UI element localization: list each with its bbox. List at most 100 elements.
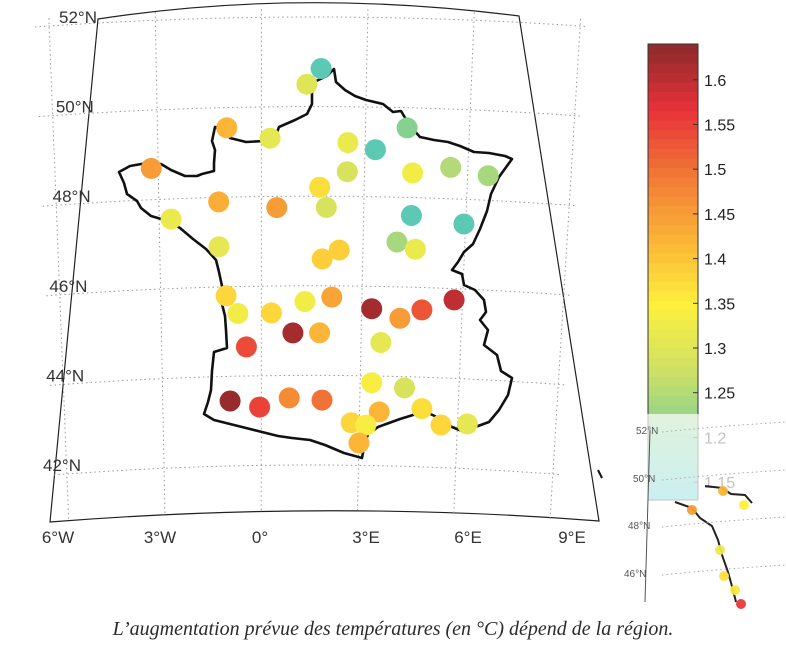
inset-station-marker (730, 585, 740, 595)
colorbar-tick-label: 1.3 (704, 341, 726, 358)
colorbar-segment (648, 177, 698, 188)
station-marker (453, 213, 475, 235)
inset-station-marker (739, 500, 749, 510)
colorbar-segment (648, 310, 698, 321)
colorbar-segment (648, 386, 698, 397)
station-marker (370, 332, 392, 353)
station-marker (386, 231, 408, 253)
station-marker (348, 432, 370, 454)
france-border-path (117, 67, 514, 460)
station-marker (311, 248, 333, 270)
inset-station-marker (736, 599, 746, 609)
station-marker (411, 299, 433, 321)
colorbar-segment (648, 329, 698, 340)
france-outline (117, 67, 603, 479)
station-marker (216, 117, 238, 139)
colorbar-segment (648, 319, 698, 330)
inset-latitude-label: 50°N (633, 474, 655, 485)
colorbar-segment (648, 376, 698, 387)
station-marker (443, 289, 465, 311)
colorbar-segment (648, 234, 698, 245)
station-marker (328, 239, 350, 261)
station-marker (396, 117, 418, 139)
station-marker (219, 390, 241, 412)
graticule-parallel (50, 374, 565, 386)
inset-station-marker (687, 505, 697, 515)
station-marker (311, 389, 333, 411)
colorbar-segment (648, 243, 698, 254)
inset-latitude-label: 48°N (628, 521, 650, 532)
colorbar: 1.151.21.251.31.351.41.451.51.551.6 (647, 43, 735, 501)
station-marker (140, 157, 162, 179)
colorbar-segment (648, 167, 698, 178)
longitude-tick-label: 0° (252, 528, 268, 547)
station-marker (361, 298, 383, 320)
station-marker (400, 205, 422, 226)
colorbar-segment (648, 253, 698, 264)
station-markers (140, 58, 499, 454)
station-marker (368, 401, 390, 423)
colorbar-segment (648, 357, 698, 368)
station-marker (215, 285, 237, 307)
inset-latitude-label: 52°N (636, 426, 658, 437)
colorbar-tick-label: 1.4 (704, 252, 726, 269)
station-marker (294, 291, 316, 312)
station-marker (296, 73, 318, 95)
station-marker (260, 302, 282, 324)
station-marker (208, 191, 230, 213)
latitude-tick-label: 48°N (53, 187, 91, 206)
station-marker (310, 58, 332, 79)
station-marker (337, 132, 359, 154)
colorbar-segment (648, 110, 698, 121)
colorbar-segment (648, 348, 698, 359)
station-marker (430, 414, 452, 436)
graticule-parallel (46, 285, 571, 297)
station-marker (235, 336, 257, 358)
colorbar-segment (648, 44, 698, 55)
colorbar-segment (648, 262, 698, 273)
station-marker (361, 372, 383, 394)
inset-station-marker (719, 571, 729, 581)
colorbar-segment (648, 158, 698, 169)
figure-caption: L’augmentation prévue des températures (… (112, 618, 674, 640)
colorbar-tick-label: 1.6 (704, 73, 726, 90)
station-marker (321, 286, 343, 308)
colorbar-segment (648, 120, 698, 131)
inset-lat-labels: 52°N 50°N 48°N 46°N (624, 426, 658, 580)
colorbar-tick-label: 1.25 (704, 386, 735, 403)
graticule (34, 8, 588, 519)
colorbar-segment (648, 148, 698, 159)
colorbar-segment (648, 205, 698, 216)
colorbar-tick-label: 1.35 (704, 296, 735, 313)
station-marker (440, 156, 462, 178)
longitude-tick-label: 3°E (352, 528, 380, 547)
station-marker (404, 238, 426, 260)
colorbar-segment (648, 215, 698, 226)
colorbar-segment (648, 224, 698, 235)
colorbar-segment (648, 101, 698, 112)
colorbar-segment (648, 272, 698, 283)
colorbar-segment (648, 72, 698, 83)
station-marker (355, 414, 377, 436)
colorbar-segment (648, 300, 698, 311)
inset-station-markers (687, 486, 749, 609)
inset-latitude-label: 46°N (624, 569, 646, 580)
graticule-parallel (38, 106, 582, 118)
latitude-tick-label: 42°N (43, 456, 81, 475)
colorbar-segment (648, 338, 698, 349)
station-marker (160, 208, 182, 230)
station-marker (249, 396, 271, 418)
colorbar-segment (648, 53, 698, 64)
latitude-tick-label: 52°N (59, 8, 97, 27)
latitude-tick-label: 46°N (49, 277, 87, 296)
station-marker (315, 196, 337, 218)
colorbar-segment (648, 63, 698, 74)
longitude-tick-label: 3°W (144, 528, 176, 547)
colorbar-segment (648, 196, 698, 207)
station-marker (364, 139, 386, 161)
inset-station-marker (718, 486, 728, 496)
colorbar-segment (648, 129, 698, 140)
colorbar-segment (648, 281, 698, 292)
station-marker (278, 387, 300, 409)
